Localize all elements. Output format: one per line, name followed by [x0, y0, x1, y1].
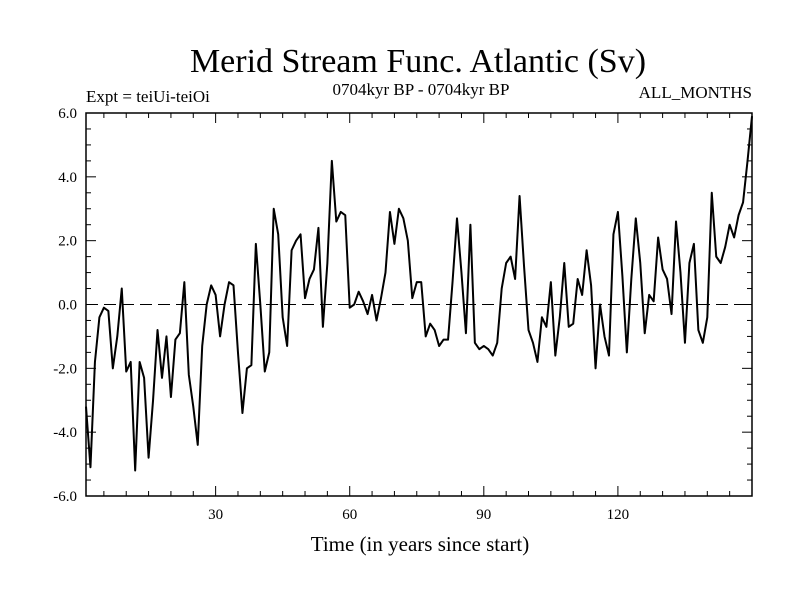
- x-tick-labels: 30 60 90 120: [208, 507, 629, 523]
- y-tick-label: 0.0: [58, 298, 77, 314]
- y-tick-label: 4.0: [58, 170, 77, 186]
- x-tick-label: 120: [607, 507, 630, 523]
- y-tick-label: -4.0: [53, 425, 77, 441]
- y-tick-label: 2.0: [58, 234, 77, 250]
- y-tick-labels: 6.0 4.0 2.0 0.0 -2.0 -4.0 -6.0: [53, 106, 77, 505]
- x-tick-label: 90: [476, 507, 491, 523]
- x-axis-label: Time (in years since start): [311, 532, 530, 556]
- y-tick-label: -6.0: [53, 489, 77, 505]
- plot-frame: [85, 112, 753, 497]
- chart-subtitle-right: ALL_MONTHS: [639, 83, 752, 102]
- y-tick-label: 6.0: [58, 106, 77, 122]
- x-tick-label: 60: [342, 507, 357, 523]
- chart-subtitle-center: 0704kyr BP - 0704kyr BP: [333, 80, 510, 99]
- plot-area: 30 60 90 120 6.0 4.0 2.0 0.0 -2.0 -4.0 -6.0: [53, 106, 753, 523]
- chart-title: Merid Stream Func. Atlantic (Sv): [190, 43, 646, 80]
- minor-ticks: [86, 113, 753, 496]
- y-tick-label: -2.0: [53, 361, 77, 377]
- chart-subtitle-left: Expt = teiUi-teiOi: [86, 87, 210, 106]
- x-tick-label: 30: [208, 507, 223, 523]
- series-line: [85, 116, 753, 472]
